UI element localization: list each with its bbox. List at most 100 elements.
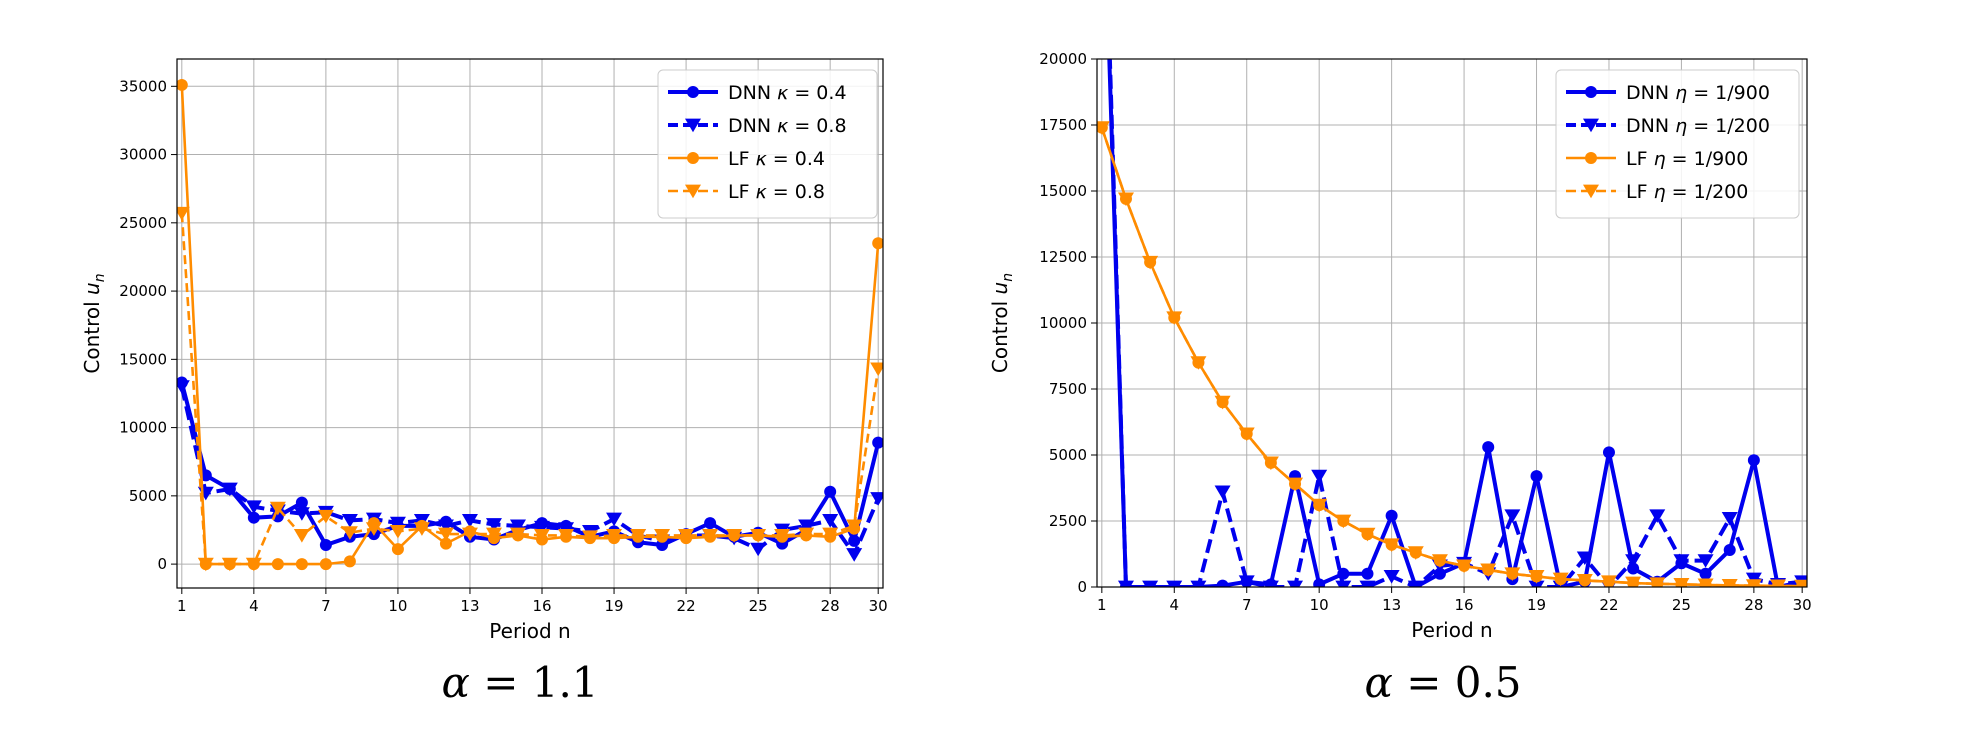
- data-point: [726, 529, 743, 543]
- data-point: [177, 78, 188, 91]
- x-axis-label: Period n: [489, 619, 570, 643]
- data-point: [1407, 546, 1424, 560]
- y-tick-label: 20000: [1039, 50, 1087, 68]
- legend-marker: [687, 86, 699, 98]
- series-line: [179, 382, 881, 547]
- data-point: [582, 530, 599, 545]
- data-point: [1482, 441, 1495, 454]
- panel-caption: α = 1.1: [441, 658, 598, 707]
- data-point: [1794, 579, 1807, 587]
- legend-label-part: η: [1654, 148, 1666, 170]
- data-point: [1770, 579, 1787, 587]
- data-point: [1699, 567, 1712, 580]
- x-tick-label: 4: [1170, 596, 1180, 614]
- data-point: [848, 534, 861, 547]
- legend-label-part: = 0.8: [788, 115, 846, 137]
- legend-marker: [1583, 118, 1599, 133]
- data-point: [245, 557, 262, 572]
- data-point: [750, 542, 767, 557]
- data-point: [1721, 579, 1738, 587]
- data-point: [558, 522, 575, 536]
- legend-label-part: = 1/900: [1666, 148, 1749, 170]
- data-point: [1528, 580, 1545, 587]
- data-point: [1214, 395, 1231, 410]
- data-point: [461, 527, 478, 542]
- legend-label-part: = 1/900: [1687, 82, 1770, 104]
- data-point: [822, 527, 839, 542]
- data-point: [1504, 567, 1521, 581]
- data-point: [1697, 578, 1714, 587]
- data-point: [1407, 580, 1424, 587]
- data-point: [391, 543, 404, 556]
- data-point: [1311, 498, 1328, 513]
- legend-label-part: DNN: [728, 115, 777, 137]
- data-point: [606, 529, 623, 543]
- y-tick-label: 0: [157, 555, 167, 573]
- legend-label-part: LF: [728, 181, 756, 203]
- x-tick-label: 22: [1599, 596, 1618, 614]
- data-point: [1528, 570, 1545, 584]
- data-point: [437, 519, 454, 534]
- data-point: [1649, 509, 1666, 523]
- legend-label-part: DNN: [1626, 115, 1675, 137]
- data-point: [1383, 538, 1400, 552]
- series-group: [1097, 59, 1807, 587]
- legend-label-part: κ: [756, 181, 768, 203]
- x-tick-label: 10: [1310, 596, 1329, 614]
- data-point: [1166, 580, 1183, 587]
- x-tick-label: 25: [1672, 596, 1691, 614]
- x-tick-label: 28: [1744, 596, 1763, 614]
- data-point: [1433, 567, 1446, 580]
- data-point: [872, 237, 883, 250]
- data-point: [1262, 456, 1279, 471]
- legend-label-part: = 0.4: [767, 148, 825, 170]
- x-tick-label: 19: [1527, 596, 1546, 614]
- x-axis-label: Period n: [1411, 618, 1492, 642]
- y-axis-label: Control un: [80, 273, 108, 373]
- legend-label-part: = 0.4: [788, 82, 846, 104]
- data-point: [437, 527, 454, 542]
- data-point: [461, 514, 478, 528]
- data-point: [774, 529, 791, 543]
- y-tick-label: 35000: [119, 77, 167, 95]
- data-point: [1117, 580, 1134, 587]
- y-axis-label-part: u: [988, 282, 1012, 295]
- x-tick-label: 13: [1382, 596, 1401, 614]
- x-tick-label: 10: [388, 597, 407, 615]
- data-point: [1313, 578, 1326, 587]
- data-point: [247, 511, 260, 524]
- data-point: [1649, 577, 1666, 587]
- legend-marker: [687, 152, 699, 164]
- data-point: [177, 206, 190, 221]
- y-tick-label: 0: [1077, 578, 1087, 596]
- y-tick-label: 2500: [1049, 512, 1087, 530]
- caption-part: α: [441, 658, 469, 707]
- data-point: [1287, 477, 1304, 492]
- data-point: [1311, 469, 1328, 484]
- data-point: [1142, 255, 1159, 270]
- data-point: [197, 557, 214, 572]
- data-point: [1142, 580, 1159, 587]
- legend-label: LF η = 1/200: [1626, 181, 1748, 203]
- data-point: [1216, 579, 1229, 587]
- data-point: [1190, 356, 1207, 370]
- data-point: [319, 538, 332, 551]
- data-point: [1625, 554, 1642, 568]
- legend-marker: [685, 118, 701, 133]
- y-tick-label: 15000: [1039, 182, 1087, 200]
- legend-label-part: = 1/200: [1687, 115, 1770, 137]
- legend-label-part: = 0.8: [767, 181, 825, 203]
- data-point: [1576, 574, 1593, 587]
- legend-label-part: DNN: [728, 82, 777, 104]
- x-tick-label: 25: [749, 597, 768, 615]
- y-axis-label-part: n: [1000, 273, 1016, 282]
- x-tick-label: 7: [321, 597, 331, 615]
- data-point: [1214, 485, 1231, 500]
- data-point: [1697, 554, 1714, 568]
- data-point: [846, 548, 863, 562]
- data-point: [1117, 192, 1134, 207]
- data-point: [341, 514, 358, 528]
- y-tick-label: 20000: [119, 282, 167, 300]
- data-point: [1190, 580, 1207, 587]
- data-point: [822, 514, 839, 528]
